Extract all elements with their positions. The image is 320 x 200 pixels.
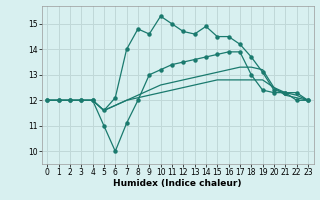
X-axis label: Humidex (Indice chaleur): Humidex (Indice chaleur): [113, 179, 242, 188]
